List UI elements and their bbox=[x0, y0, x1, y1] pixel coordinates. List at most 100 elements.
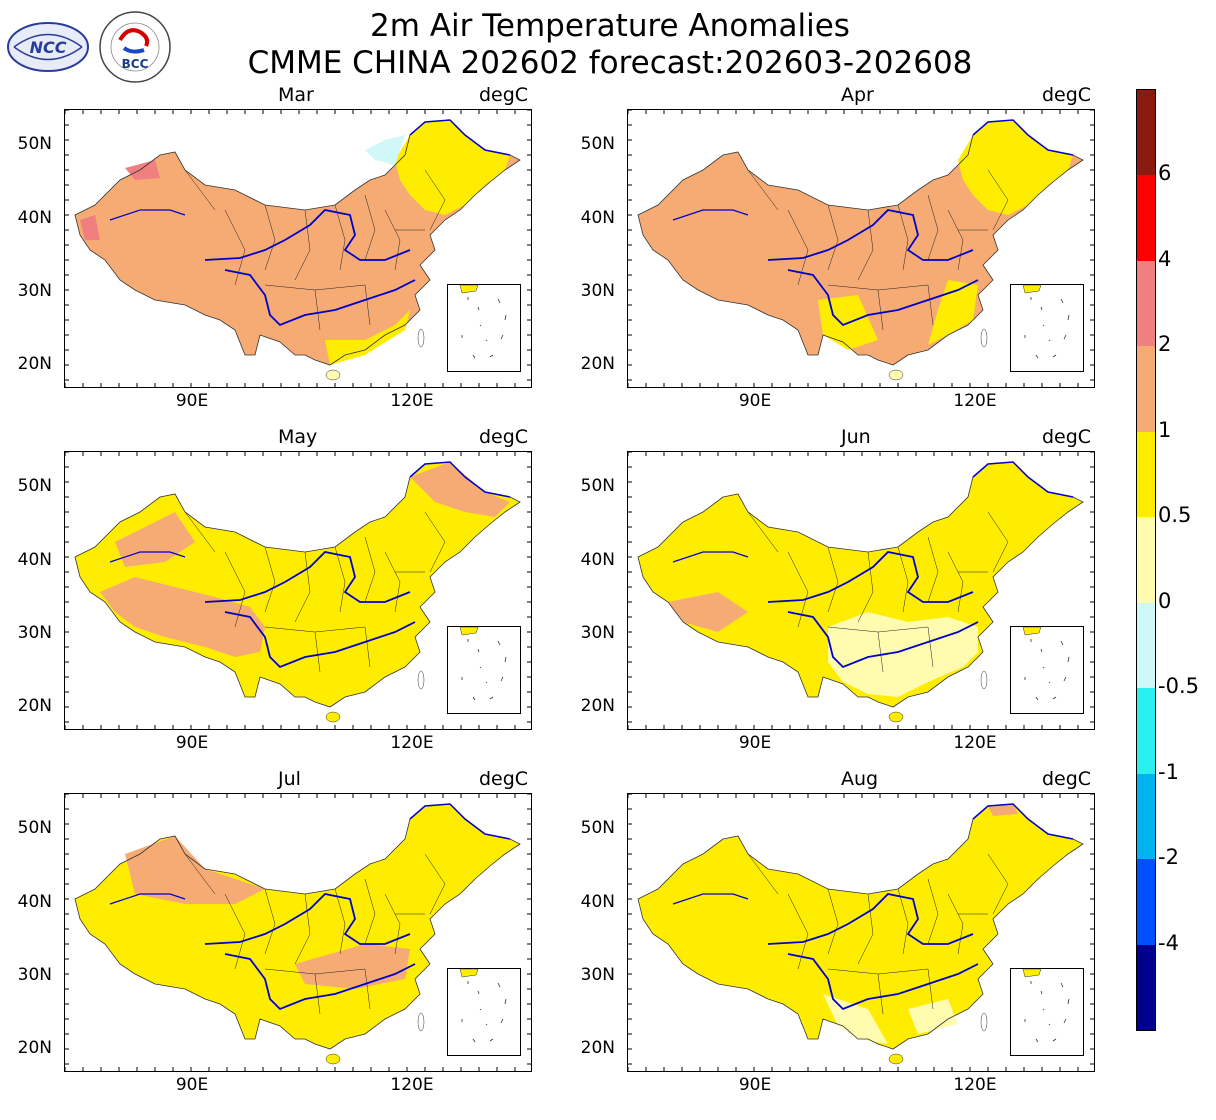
lat-tick-label: 40N bbox=[580, 208, 615, 228]
taiwan-island bbox=[980, 670, 988, 690]
province-border bbox=[877, 973, 884, 1015]
south-china-sea-inset bbox=[1010, 284, 1084, 372]
province-border bbox=[897, 204, 909, 271]
map-frame bbox=[64, 451, 532, 730]
lon-tick-label: 90E bbox=[738, 1075, 772, 1095]
yellow-river bbox=[767, 893, 974, 945]
lat-tick-label: 40N bbox=[17, 892, 52, 912]
province-border bbox=[424, 511, 446, 573]
colorbar-segment bbox=[1137, 260, 1155, 347]
lat-tick-label: 30N bbox=[580, 623, 615, 643]
lon-tick-label: 120E bbox=[390, 733, 434, 753]
colorbar-tick-label: 0 bbox=[1158, 588, 1172, 613]
province-border bbox=[747, 853, 779, 895]
anomaly-region bbox=[75, 462, 520, 707]
china-border bbox=[74, 803, 521, 1050]
colorbar bbox=[1136, 89, 1156, 1031]
province-border bbox=[364, 284, 371, 326]
map-panel-apr: Apr degC 50N 40N 30N 20N 90E 120E bbox=[563, 84, 1123, 411]
china-border bbox=[74, 119, 521, 366]
taiwan-island bbox=[417, 328, 425, 348]
anomaly-region bbox=[828, 612, 978, 697]
province-border bbox=[384, 893, 401, 955]
hainan-island bbox=[325, 711, 341, 723]
hainan-island bbox=[325, 369, 341, 381]
panel-units-label: degC bbox=[1042, 426, 1092, 448]
province-border bbox=[827, 204, 839, 271]
map-panel-mar: Mar degC 50N 40N 30N 20N 90E 120E bbox=[0, 84, 560, 411]
map-panel-jun: Jun degC 50N 40N 30N 20N 90E 120E bbox=[563, 426, 1123, 753]
lon-tick-label: 120E bbox=[953, 733, 997, 753]
china-border bbox=[74, 461, 521, 708]
anomaly-region bbox=[395, 120, 510, 215]
colorbar-tick-label: 6 bbox=[1158, 161, 1172, 186]
china-border bbox=[637, 119, 1084, 366]
province-border bbox=[827, 888, 839, 955]
yangtze-river bbox=[224, 611, 416, 669]
anomaly-region bbox=[80, 215, 100, 240]
province-border bbox=[857, 893, 874, 965]
province-border bbox=[364, 878, 376, 945]
colorbar-tick-label: 4 bbox=[1158, 246, 1172, 271]
province-border bbox=[384, 551, 401, 613]
province-border bbox=[947, 209, 964, 271]
province-border bbox=[927, 968, 934, 1010]
south-china-sea-inset bbox=[1010, 968, 1084, 1056]
chart-title: 2m Air Temperature Anomalies CMME CHINA … bbox=[180, 8, 1040, 82]
lat-tick-label: 20N bbox=[17, 696, 52, 716]
amur-river bbox=[972, 119, 1074, 156]
lon-tick-label: 120E bbox=[390, 391, 434, 411]
bcc-logo-text: BCC bbox=[122, 57, 149, 71]
title-line-2: CMME CHINA 202602 forecast:202603-202608 bbox=[247, 45, 973, 81]
lat-tick-label: 20N bbox=[580, 1038, 615, 1058]
yellow-river bbox=[767, 209, 974, 261]
province-border bbox=[314, 289, 321, 331]
lat-tick-label: 20N bbox=[580, 696, 615, 716]
south-china-sea-inset bbox=[447, 284, 521, 372]
province-border bbox=[947, 893, 964, 955]
province-border bbox=[264, 888, 276, 955]
lon-tick-label: 90E bbox=[738, 733, 772, 753]
lat-tick-label: 50N bbox=[17, 476, 52, 496]
province-border bbox=[897, 888, 909, 955]
province-border bbox=[747, 511, 779, 553]
panel-units-label: degC bbox=[1042, 768, 1092, 790]
south-china-sea-inset bbox=[447, 626, 521, 714]
hainan-island bbox=[888, 369, 904, 381]
province-border bbox=[857, 551, 874, 623]
lon-tick-label: 120E bbox=[390, 1075, 434, 1095]
taiwan-island bbox=[417, 670, 425, 690]
south-china-sea-inset bbox=[447, 968, 521, 1056]
province-border bbox=[987, 169, 1009, 231]
map-panel-jul: Jul degC 50N 40N 30N 20N 90E 120E bbox=[0, 768, 560, 1095]
province-border bbox=[294, 551, 311, 623]
province-border bbox=[857, 209, 874, 281]
taiwan-island bbox=[980, 1012, 988, 1032]
anomaly-region bbox=[125, 836, 265, 904]
lat-tick-label: 30N bbox=[17, 623, 52, 643]
lat-tick-label: 40N bbox=[17, 550, 52, 570]
province-border bbox=[927, 194, 939, 261]
panel-units-label: degC bbox=[479, 768, 529, 790]
hainan-island bbox=[325, 1053, 341, 1065]
anomaly-region bbox=[928, 280, 978, 345]
panel-units-label: degC bbox=[479, 426, 529, 448]
anomaly-region bbox=[908, 999, 958, 1034]
colorbar-tick-label: -1 bbox=[1158, 759, 1179, 784]
lat-tick-label: 50N bbox=[580, 818, 615, 838]
province-border bbox=[987, 853, 1009, 915]
lat-tick-label: 20N bbox=[17, 354, 52, 374]
anomaly-region bbox=[100, 577, 265, 657]
china-border bbox=[637, 803, 1084, 1050]
panel-month-label: Apr bbox=[841, 84, 874, 106]
amur-river bbox=[409, 119, 511, 156]
taiwan-island bbox=[980, 328, 988, 348]
tarim-river bbox=[672, 209, 749, 221]
tarim-river bbox=[672, 893, 749, 905]
province-border bbox=[927, 536, 939, 603]
yellow-river bbox=[204, 209, 411, 261]
lat-tick-label: 30N bbox=[580, 965, 615, 985]
lat-tick-label: 30N bbox=[580, 281, 615, 301]
yellow-river bbox=[204, 551, 411, 603]
anomaly-region bbox=[325, 310, 410, 365]
